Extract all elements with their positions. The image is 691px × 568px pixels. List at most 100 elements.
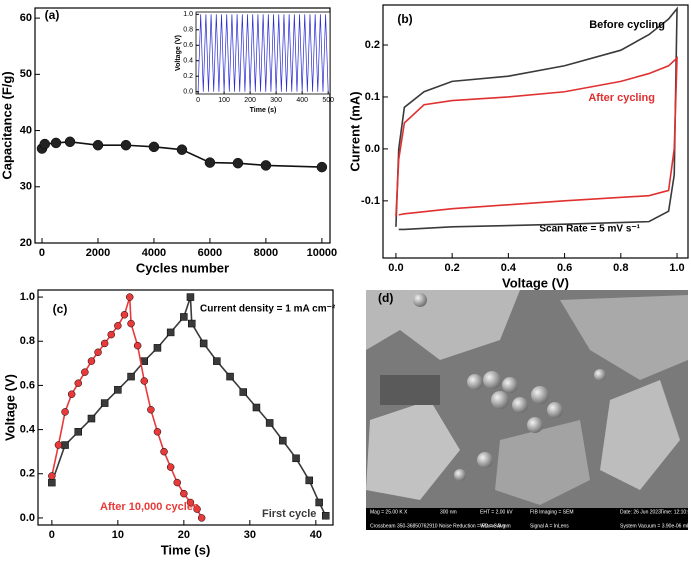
sem-info-text: Mag = 25.00 K X	[370, 509, 408, 515]
y-axis-label: Current (mA)	[347, 91, 362, 171]
y-tick-label: 0.6	[20, 379, 35, 391]
sem-sphere	[512, 397, 528, 413]
x-tick-label: 400	[296, 97, 308, 104]
sem-info-text: WD = 3.8 mm	[480, 523, 511, 529]
x-tick-label: 500	[322, 97, 334, 104]
x-tick-label: 10000	[307, 247, 338, 259]
y-tick-label: 0.2	[365, 39, 380, 51]
sem-info-text: FIB Imaging = SEM	[530, 509, 574, 515]
data-point	[107, 330, 116, 339]
data-point	[148, 141, 160, 153]
panel: 0 100 200 300 400 500 0.0 0.2 0.4 0.6 0.8 1.0 Time (…	[175, 11, 334, 114]
y-tick-label: 50	[20, 68, 32, 80]
data-point	[87, 414, 96, 423]
data-point	[153, 344, 162, 352]
y-tick-label: 0.1	[365, 91, 380, 103]
data-point	[153, 428, 162, 436]
y-axis-label: Capacitance (F/g)	[0, 71, 14, 179]
sem-sphere	[531, 386, 549, 404]
panel-label: (a)	[45, 8, 60, 22]
data-point	[160, 447, 168, 456]
data-point	[180, 489, 188, 498]
data-point	[120, 310, 129, 319]
data-point	[67, 390, 76, 398]
series-label: Before cycling	[589, 19, 665, 31]
sem-flake	[560, 295, 688, 380]
sem-image: (d)	[366, 290, 688, 530]
data-point	[114, 322, 122, 330]
data-point	[239, 388, 247, 396]
y-tick-label: 0.8	[20, 335, 35, 347]
panel: 0 10 20 30 40 0.0 0.2 0.4 0.6 0.8 1.0 Time (s) Volta…	[2, 289, 336, 557]
data-point	[100, 399, 109, 407]
panel-label: (c)	[53, 302, 68, 316]
x-tick-label: 0.0	[388, 262, 403, 274]
y-tick-label: 0.0	[183, 89, 193, 96]
y-tick-label: 0.0	[20, 512, 35, 524]
sem-sphere	[467, 374, 483, 390]
panel: 0.0 0.2 0.4 0.6 0.8 1.0 -0.1 0.0 0.1 0.2 Voltage (…	[347, 4, 689, 290]
y-tick-label: 0.6	[183, 42, 193, 49]
data-point	[193, 505, 201, 513]
y-tick-label: 40	[20, 124, 32, 136]
y-tick-label: 30	[20, 181, 32, 193]
sem-sphere	[502, 377, 518, 393]
sem-sphere	[527, 417, 543, 433]
x-tick-label: 30	[244, 529, 256, 541]
data-point	[133, 341, 142, 350]
sem-info-text: 300 nm	[440, 509, 457, 515]
x-tick-label: 0.8	[613, 262, 628, 274]
data-point	[315, 498, 323, 507]
sem-sphere	[454, 469, 466, 481]
data-point	[48, 478, 56, 487]
data-point	[186, 498, 195, 507]
data-point	[188, 319, 196, 328]
x-tick-label: 0.2	[445, 262, 460, 274]
data-point	[39, 138, 51, 150]
y-tick-label: 20	[20, 237, 32, 249]
panel-label: (d)	[378, 291, 393, 305]
data-point	[166, 463, 175, 471]
annotation: Current density = 1 mA cm⁻²	[200, 304, 336, 315]
sem-info-text: System Vacuum = 3.90e-06 mbar	[620, 523, 691, 529]
plot-frame	[382, 4, 689, 259]
data-point	[74, 428, 83, 436]
x-tick-label: 0.6	[557, 262, 572, 274]
x-tick-label: 100	[218, 97, 230, 104]
data-point	[140, 377, 149, 385]
x-tick-label: 20	[178, 529, 190, 541]
x-tick-label: 40	[310, 529, 322, 541]
data-point	[232, 157, 244, 169]
plot-frame	[37, 289, 334, 526]
data-point	[74, 379, 83, 387]
y-tick-label: 60	[20, 12, 32, 24]
data-point	[61, 408, 69, 416]
sem-info-bar	[366, 508, 688, 530]
x-tick-label: 0	[39, 247, 45, 259]
sem-flake	[366, 400, 460, 500]
sem-sphere	[547, 402, 563, 418]
data-point	[199, 339, 208, 348]
y-tick-label: 0.4	[20, 423, 36, 435]
data-point	[305, 476, 313, 485]
data-point	[48, 472, 56, 480]
sem-sphere	[413, 293, 427, 307]
y-axis-label: Voltage (V)	[2, 374, 17, 441]
x-tick-label: 10	[112, 529, 124, 541]
data-point	[87, 357, 96, 365]
data-point	[176, 144, 188, 155]
sem-info-text: EHT = 2.00 kV	[480, 509, 513, 515]
x-axis-label: Voltage (V)	[502, 275, 569, 290]
sem-sphere	[491, 391, 509, 409]
x-axis-label: Time (s)	[161, 542, 211, 557]
series-line	[395, 6, 678, 231]
x-axis-label: Time (s)	[250, 107, 277, 114]
data-point	[260, 160, 272, 171]
x-tick-label: 0	[49, 529, 55, 541]
sem-flake	[495, 420, 590, 505]
x-tick-label: 2000	[86, 247, 110, 259]
sem-sphere	[477, 452, 493, 468]
x-tick-label: 1.0	[669, 262, 684, 274]
y-tick-label: 0.4	[183, 58, 193, 65]
